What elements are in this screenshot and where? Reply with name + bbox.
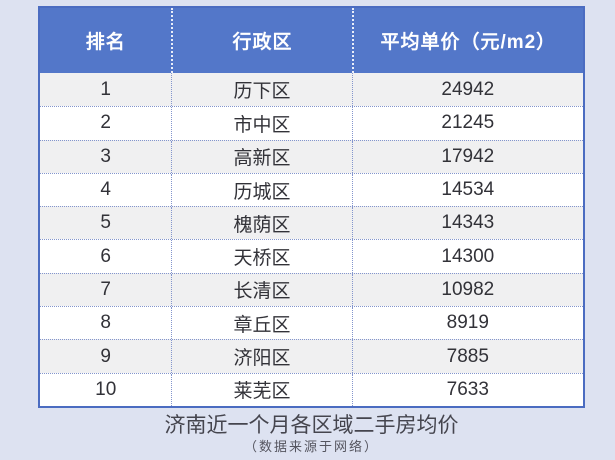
price-cell: 8919 [351,307,583,340]
table-row: 1 历下区 24942 [40,73,583,107]
table-row: 8 章丘区 8919 [40,306,583,340]
table-row: 5 槐荫区 14343 [40,206,583,240]
table-row: 10 莱芜区 7633 [40,372,583,406]
price-cell: 14300 [351,240,583,273]
price-cell: 17942 [351,140,583,173]
table-header-row: 排名 行政区 平均单价（元/m2） [40,8,583,73]
table-row: 6 天桥区 14300 [40,239,583,273]
rank-cell: 5 [100,212,111,234]
caption-title: 济南近一个月各区域二手房均价 [164,414,459,437]
rank-cell: 8 [100,312,111,334]
district-cell: 章丘区 [171,307,351,340]
rank-cell: 9 [100,345,111,367]
district-cell: 市中区 [171,107,351,140]
price-cell: 14343 [351,207,583,240]
table-row: 4 历城区 14534 [40,172,583,207]
table-row: 7 长清区 10982 [40,272,583,307]
rank-cell: 4 [100,179,111,201]
price-cell: 21245 [351,107,583,140]
district-cell: 高新区 [171,140,351,173]
price-cell: 7633 [351,373,583,406]
table-row: 9 济阳区 7885 [40,339,583,373]
rank-cell: 10 [95,378,117,400]
district-cell: 长清区 [171,273,351,307]
rank-cell: 7 [100,278,111,300]
district-cell: 历城区 [171,173,351,207]
rank-cell: 6 [100,245,111,267]
price-cell: 7885 [351,340,583,373]
district-cell: 天桥区 [171,240,351,273]
district-cell: 槐荫区 [171,207,351,240]
rank-cell: 2 [100,112,111,134]
price-cell: 10982 [351,273,583,307]
col-header-rank: 排名 [85,32,126,53]
rank-cell: 1 [100,78,111,100]
table-row: 3 高新区 17942 [40,139,583,173]
district-cell: 莱芜区 [171,373,351,406]
district-cell: 历下区 [171,73,351,107]
rank-cell: 3 [100,145,111,167]
table-row: 2 市中区 21245 [40,106,583,140]
price-cell: 14534 [351,173,583,207]
district-cell: 济阳区 [171,340,351,373]
price-table: 排名 行政区 平均单价（元/m2） 1 历下区 24942 2 市中区 2124… [38,6,585,408]
col-header-price: 平均单价（元/m2） [351,8,583,73]
price-cell: 24942 [351,73,583,107]
col-header-district: 行政区 [171,8,351,73]
caption-source: （数据来源于网络） [243,439,379,454]
